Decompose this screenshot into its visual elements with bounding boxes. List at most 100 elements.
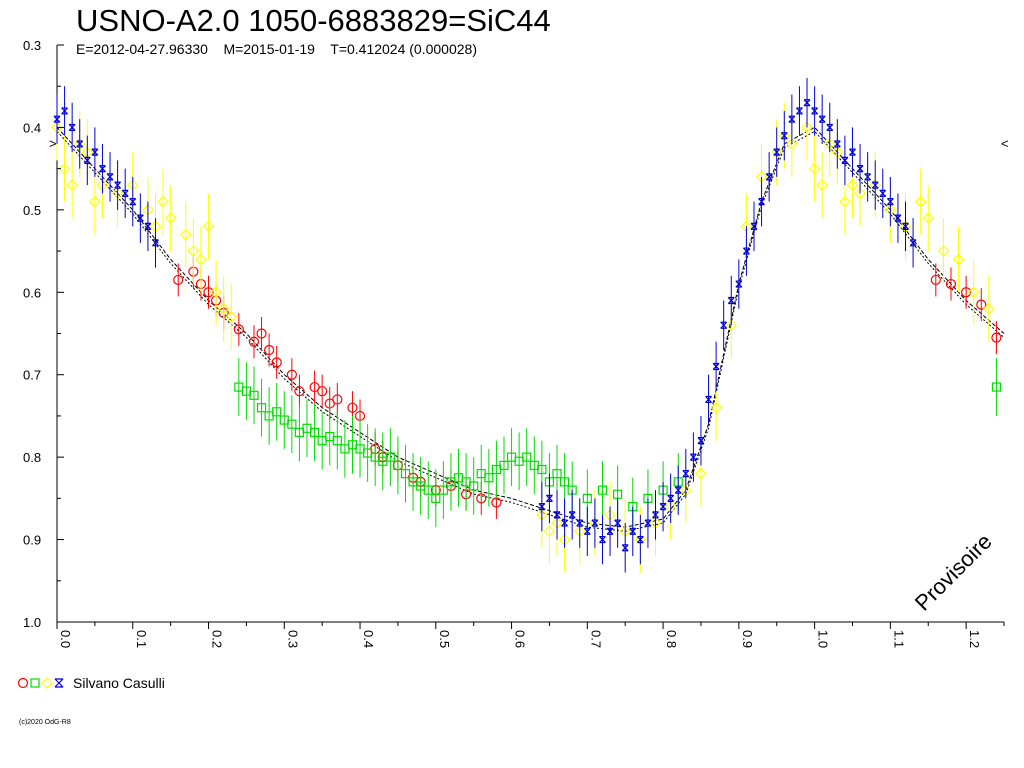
data-point <box>53 115 61 123</box>
data-point <box>826 123 834 132</box>
axes: > < <box>49 45 1009 623</box>
data-point <box>856 165 864 173</box>
data-point <box>287 419 297 429</box>
data-point <box>89 195 101 208</box>
x-tick-label: 0.7 <box>588 630 603 648</box>
data-point <box>742 247 750 255</box>
data-point <box>914 195 927 208</box>
x-tick-label: 0.6 <box>513 630 528 648</box>
data-point <box>347 402 358 413</box>
data-point <box>864 173 872 181</box>
x-tick-label: 0.1 <box>134 630 149 648</box>
data-point <box>332 394 343 405</box>
data-point <box>559 477 570 487</box>
data-point <box>144 222 152 230</box>
y-tick-label: 0.7 <box>23 368 41 383</box>
data-point <box>765 173 773 181</box>
legend-markers <box>17 677 64 689</box>
data-point <box>597 485 608 495</box>
data-point <box>286 369 297 380</box>
data-point <box>644 519 652 527</box>
y-tick-label: 0.9 <box>23 533 41 548</box>
y-tick-label: 0.5 <box>23 203 41 218</box>
data-point <box>758 198 765 206</box>
data-point <box>210 286 222 299</box>
data-point <box>195 253 207 266</box>
chart-subtitle: E=2012-04-27.96330 M=2015-01-19 T=0.4120… <box>76 41 477 57</box>
x-tick-label: 0.5 <box>437 630 452 648</box>
data-point <box>735 280 743 288</box>
data-point <box>393 460 403 470</box>
data-point <box>808 162 821 175</box>
data-point <box>317 386 328 397</box>
y-tick-label: 0.4 <box>23 120 41 135</box>
legend-yellow-diamond-icon <box>41 677 53 689</box>
data-point <box>68 123 76 132</box>
data-point <box>606 527 614 535</box>
legend-red-circle-icon <box>17 677 29 689</box>
data-point <box>99 165 106 173</box>
data-point <box>431 493 441 503</box>
ticks: 0.3 0.4 0.5 0.6 0.7 0.8 0.9 1.0 0.0 0.1 0.2 0.3 0.4 0… <box>23 38 1005 648</box>
y-tick-label: 1.0 <box>23 615 41 630</box>
data-point <box>937 245 950 257</box>
legend-green-square-icon <box>30 678 40 688</box>
data-point <box>801 121 813 134</box>
data-point <box>538 503 546 511</box>
data-point <box>423 485 433 495</box>
data-point <box>667 494 675 502</box>
data-point <box>682 470 690 478</box>
legend-blue-cross-icon <box>54 678 64 688</box>
data-point <box>385 452 395 462</box>
data-point <box>811 107 819 115</box>
data-point <box>309 427 320 438</box>
data-point <box>854 187 866 200</box>
data-point <box>991 382 1002 392</box>
data-point <box>256 403 267 413</box>
data-point <box>841 156 849 164</box>
data-point <box>522 452 532 462</box>
data-point <box>294 386 305 397</box>
model-curve-lower <box>56 130 1005 532</box>
data-point <box>871 181 879 189</box>
data-point <box>697 437 705 445</box>
x-tick-label: 0.8 <box>664 630 679 648</box>
data-point <box>725 319 738 332</box>
data-point <box>499 460 509 470</box>
data-point <box>129 198 137 206</box>
model-curves <box>56 126 1005 532</box>
x-tick-label: 0.0 <box>58 630 73 648</box>
left-arrow-marker: > <box>49 136 57 151</box>
legend-author-label: Silvano Casulli <box>73 675 165 691</box>
legend: Silvano Casulli <box>17 674 165 692</box>
data-point <box>157 195 169 208</box>
data-point <box>613 489 623 499</box>
data-point <box>202 220 215 233</box>
data-point <box>568 511 576 519</box>
right-arrow-marker: < <box>1001 136 1009 151</box>
data-point <box>720 321 728 329</box>
data-point <box>818 115 826 123</box>
data-point <box>106 173 114 181</box>
data-point <box>225 311 238 323</box>
data-point <box>803 99 811 107</box>
x-tick-label: 0.3 <box>285 630 300 648</box>
data-point <box>796 107 803 115</box>
data-point <box>58 162 71 175</box>
data-point <box>780 132 788 140</box>
data-point <box>582 493 592 503</box>
data-point <box>400 469 411 479</box>
data-point <box>543 525 556 538</box>
data-point <box>652 511 659 519</box>
data-point <box>248 336 260 347</box>
data-point <box>976 299 987 310</box>
data-point <box>712 362 720 371</box>
data-point <box>552 469 562 479</box>
data-point <box>902 222 909 230</box>
data-point <box>786 138 798 150</box>
data-point <box>91 148 99 156</box>
data-point <box>614 519 622 527</box>
y-tick-label: 0.8 <box>23 450 41 465</box>
x-tick-label: 1.2 <box>967 630 982 648</box>
data-point <box>164 212 177 224</box>
